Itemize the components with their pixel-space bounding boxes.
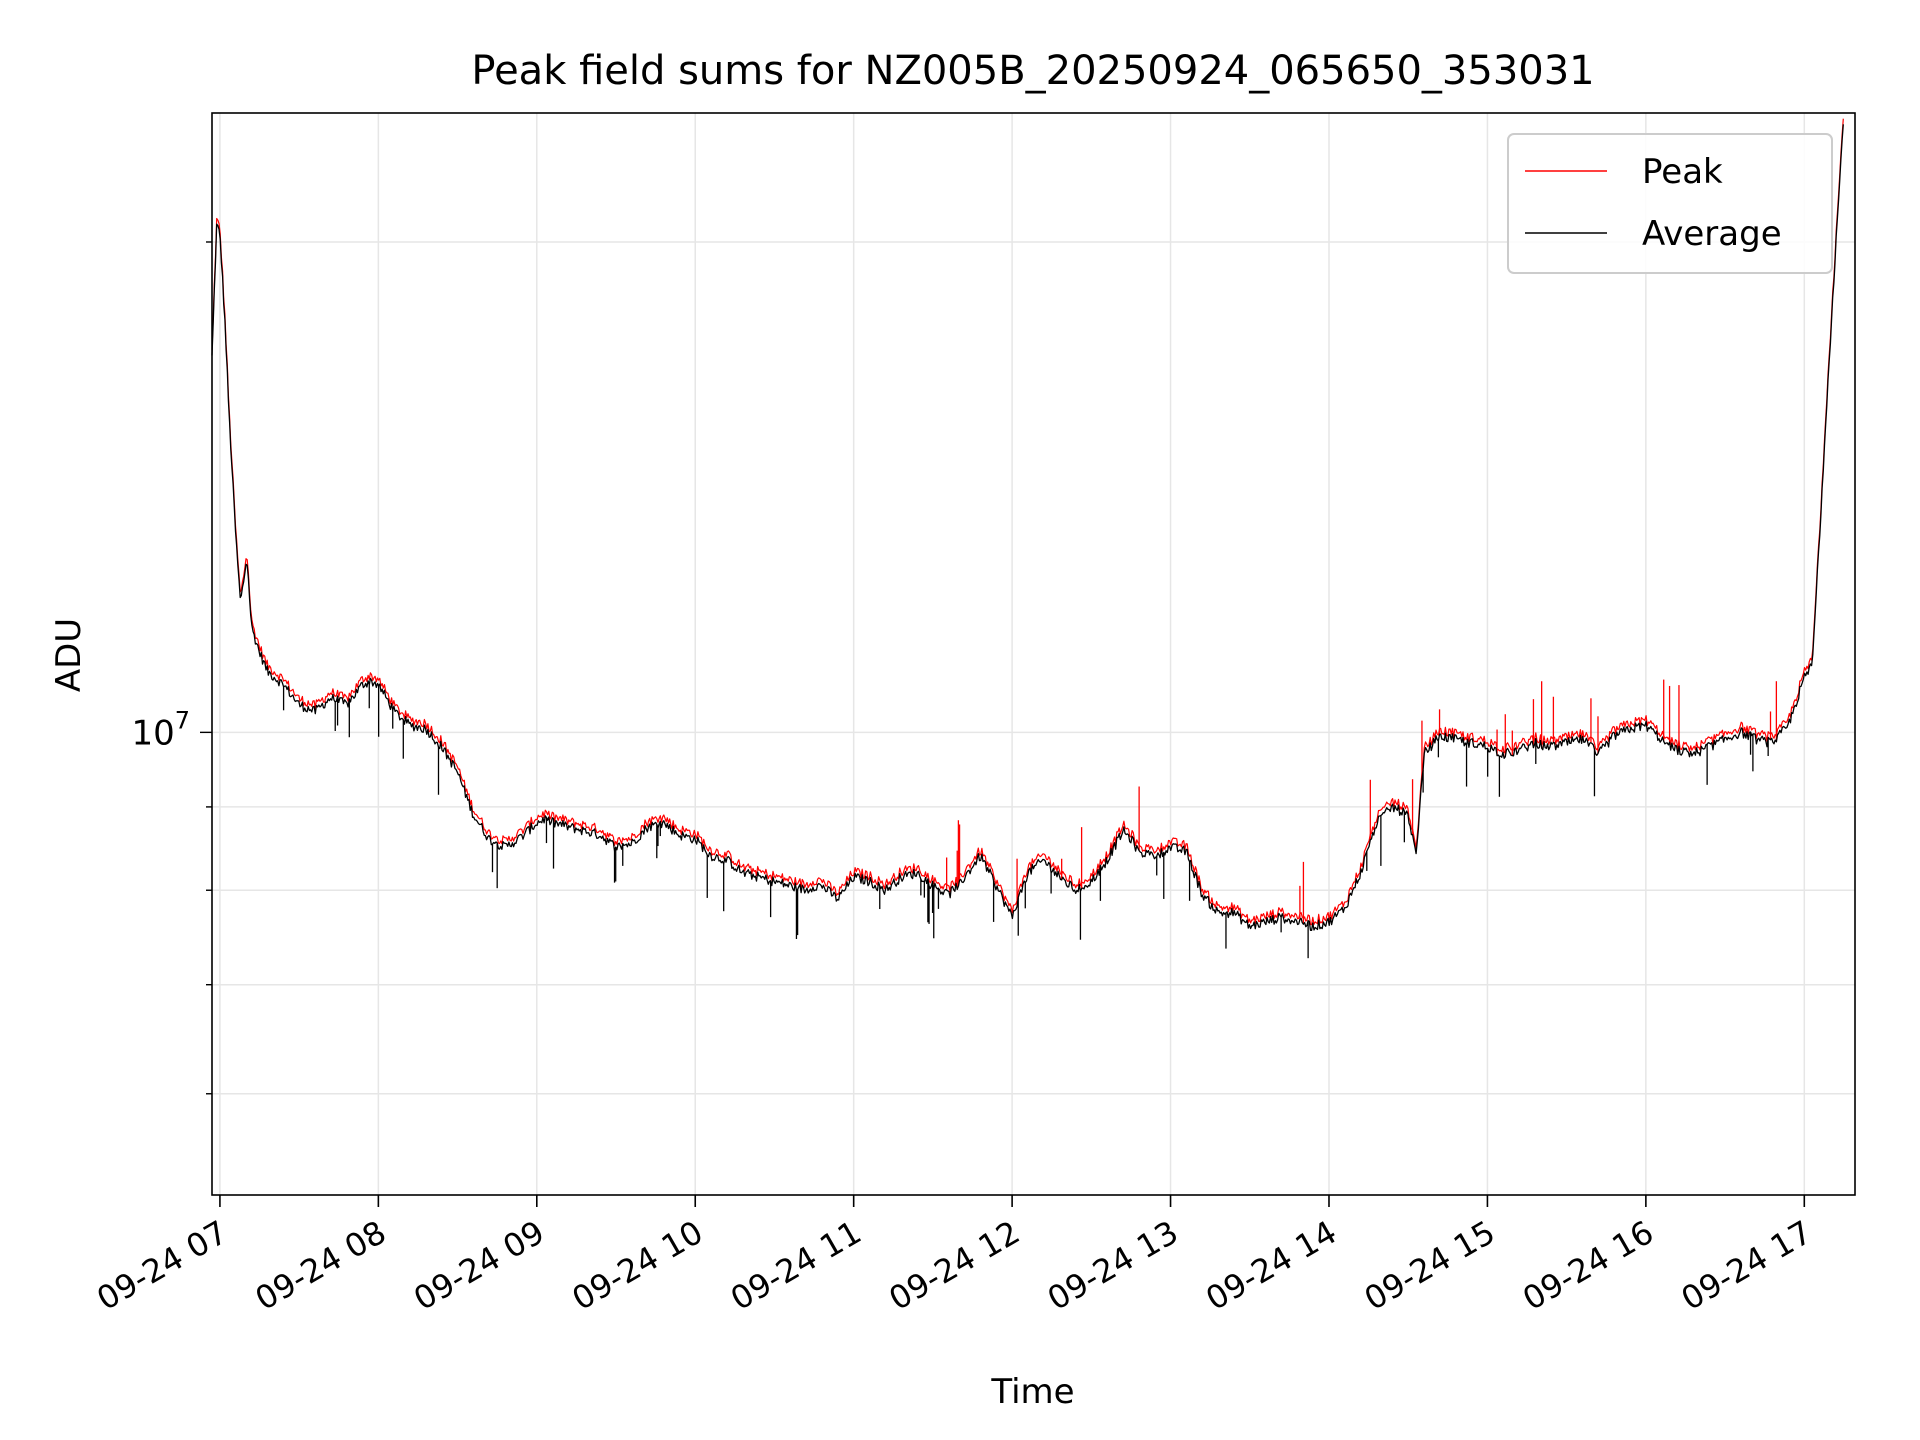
x-tick-label: 09-24 13 bbox=[1041, 1213, 1185, 1318]
series-line-peak bbox=[211, 118, 1844, 926]
x-tick-label: 09-24 15 bbox=[1358, 1213, 1502, 1318]
legend-label-average: Average bbox=[1642, 214, 1782, 254]
x-tick-label: 09-24 09 bbox=[407, 1213, 551, 1318]
legend: Peak Average bbox=[1507, 133, 1833, 274]
plot-frame bbox=[211, 112, 1856, 1196]
y-tick-exponent: 7 bbox=[175, 706, 190, 734]
x-tick-label: 09-24 17 bbox=[1675, 1213, 1819, 1318]
peak-spikes bbox=[946, 679, 1778, 925]
x-tick-label: 09-24 16 bbox=[1516, 1213, 1660, 1318]
series-layer bbox=[211, 118, 1844, 959]
tick-layer: 09-24 07 09-24 08 09-24 09 09-24 10 09-24 11… bbox=[90, 241, 1819, 1318]
average-dips bbox=[282, 684, 1769, 959]
x-tick-label: 09-24 14 bbox=[1199, 1213, 1343, 1318]
chart-title: Peak field sums for NZ005B_20250924_0656… bbox=[471, 48, 1594, 94]
x-tick-label: 09-24 10 bbox=[566, 1213, 710, 1318]
x-axis-label: Time bbox=[990, 1372, 1074, 1412]
x-tick-label: 09-24 11 bbox=[724, 1213, 868, 1318]
legend-box bbox=[1507, 133, 1833, 274]
y-tick-label: 107 bbox=[131, 706, 190, 753]
x-tick-label: 09-24 07 bbox=[90, 1213, 234, 1318]
legend-label-peak: Peak bbox=[1642, 152, 1723, 192]
y-tick-base: 10 bbox=[131, 713, 174, 753]
x-tick-label: 09-24 08 bbox=[249, 1213, 393, 1318]
y-axis-label: ADU bbox=[49, 618, 89, 692]
grid-layer bbox=[212, 113, 1855, 1195]
x-tick-label: 09-24 12 bbox=[883, 1213, 1027, 1318]
series-line-average bbox=[211, 124, 1844, 932]
